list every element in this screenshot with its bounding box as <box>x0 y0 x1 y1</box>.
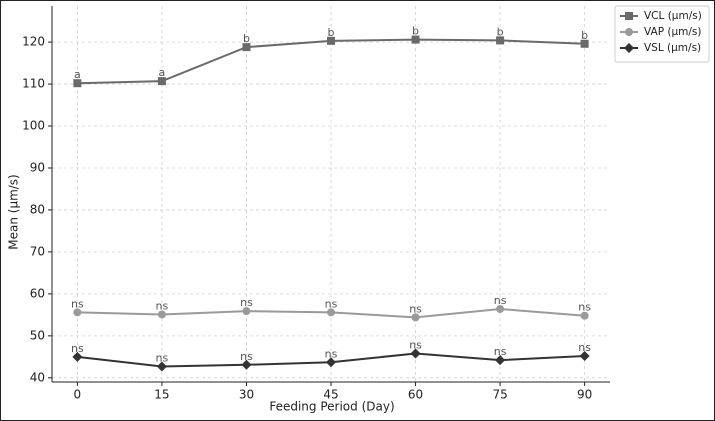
y-tick-label: 100 <box>22 119 45 133</box>
point <box>242 307 251 316</box>
point <box>72 351 83 362</box>
point-label: b <box>581 29 588 42</box>
point-label: ns <box>156 351 169 364</box>
point-label: b <box>412 25 419 38</box>
point-label: a <box>74 68 81 81</box>
x-tick-label: 0 <box>74 388 82 402</box>
point-label: ns <box>578 341 591 354</box>
y-tick-label: 80 <box>30 202 45 216</box>
point-label: ns <box>325 297 338 310</box>
point <box>496 36 505 45</box>
y-tick-label: 50 <box>30 328 45 342</box>
x-tick-label: 75 <box>492 388 507 402</box>
point-label: b <box>328 26 335 39</box>
point <box>73 308 82 317</box>
point <box>579 350 590 361</box>
legend-box <box>614 5 710 63</box>
y-tick-label: 70 <box>30 244 45 258</box>
x-tick-label: 90 <box>577 388 592 402</box>
point-label: a <box>159 66 166 79</box>
x-tick-label: 30 <box>239 388 254 402</box>
point-label: ns <box>71 297 84 310</box>
point <box>496 304 505 313</box>
point-label: ns <box>71 342 84 355</box>
y-tick-label: 90 <box>30 160 45 174</box>
point <box>326 357 336 368</box>
legend-marker <box>625 28 633 36</box>
point-label: ns <box>409 338 422 351</box>
legend-label: VAP (µm/s) <box>644 26 701 38</box>
point <box>580 39 589 48</box>
point <box>73 79 82 88</box>
point <box>327 308 335 317</box>
point <box>241 359 252 370</box>
y-tick-label: 110 <box>22 77 45 91</box>
point <box>410 348 421 359</box>
point <box>327 36 335 45</box>
point-label: ns <box>494 345 507 358</box>
y-tick-label: 120 <box>22 35 45 49</box>
legend-marker <box>625 12 633 20</box>
point <box>157 310 166 319</box>
legend-marker <box>624 43 634 53</box>
y-tick-label: 40 <box>30 370 45 384</box>
point-label: ns <box>156 299 169 312</box>
legend-label: VSL (µm/s) <box>644 42 701 54</box>
point <box>157 77 166 86</box>
x-tick-label: 60 <box>408 388 423 402</box>
point-label: ns <box>409 302 422 315</box>
point <box>242 43 251 52</box>
y-axis-label: Mean (µm/s) <box>7 174 21 250</box>
point <box>411 313 420 322</box>
point <box>411 35 420 44</box>
x-axis-label: Feeding Period (Day) <box>269 400 394 414</box>
point-label: ns <box>494 294 507 307</box>
legend-label: VCL (µm/s) <box>644 10 702 22</box>
point-label: ns <box>240 296 253 309</box>
point-label: b <box>243 32 250 45</box>
point-label: ns <box>578 301 591 314</box>
point-label: ns <box>240 350 253 363</box>
point <box>156 361 167 372</box>
point-label: b <box>497 25 504 38</box>
x-tick-label: 15 <box>154 388 169 402</box>
point <box>580 311 589 320</box>
x-tick-label: 45 <box>323 388 338 402</box>
point-label: ns <box>325 347 338 360</box>
point <box>495 355 506 366</box>
y-tick-label: 60 <box>30 286 45 300</box>
